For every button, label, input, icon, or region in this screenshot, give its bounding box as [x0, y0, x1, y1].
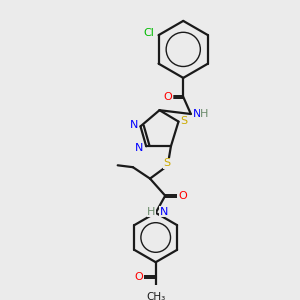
Text: N: N	[130, 120, 138, 130]
Text: N: N	[135, 143, 144, 153]
Text: S: S	[181, 116, 188, 126]
Text: S: S	[164, 158, 171, 168]
Text: N: N	[193, 109, 201, 119]
Text: O: O	[178, 191, 187, 201]
Text: O: O	[134, 272, 143, 282]
Text: CH₃: CH₃	[146, 292, 165, 300]
Text: H: H	[200, 109, 209, 119]
Text: O: O	[164, 92, 172, 102]
Text: Cl: Cl	[143, 28, 154, 38]
Text: H: H	[147, 207, 156, 217]
Text: N: N	[160, 207, 168, 217]
